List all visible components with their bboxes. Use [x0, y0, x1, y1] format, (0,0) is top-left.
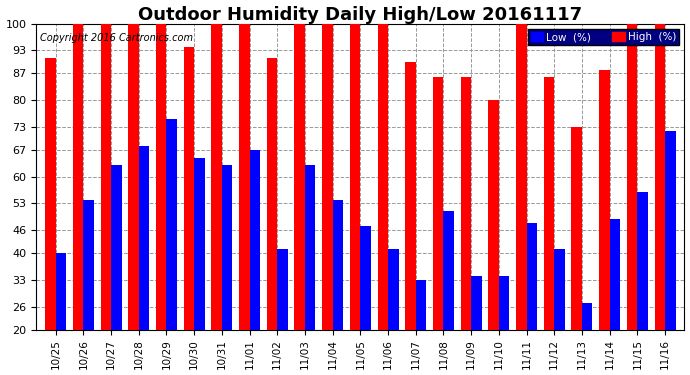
- Bar: [471, 276, 482, 375]
- Bar: [461, 77, 471, 375]
- Bar: [582, 303, 593, 375]
- Bar: [571, 127, 582, 375]
- Bar: [239, 24, 250, 375]
- Bar: [128, 24, 139, 375]
- Bar: [610, 219, 620, 375]
- Bar: [360, 226, 371, 375]
- Bar: [166, 119, 177, 375]
- Bar: [665, 131, 676, 375]
- Bar: [516, 24, 526, 375]
- Bar: [333, 200, 343, 375]
- Bar: [222, 165, 233, 375]
- Bar: [554, 249, 565, 375]
- Bar: [627, 24, 638, 375]
- Bar: [211, 24, 222, 375]
- Bar: [433, 77, 444, 375]
- Bar: [499, 276, 509, 375]
- Bar: [655, 24, 665, 375]
- Bar: [156, 24, 166, 375]
- Bar: [377, 24, 388, 375]
- Bar: [322, 24, 333, 375]
- Bar: [111, 165, 121, 375]
- Title: Outdoor Humidity Daily High/Low 20161117: Outdoor Humidity Daily High/Low 20161117: [138, 6, 582, 24]
- Bar: [405, 62, 416, 375]
- Bar: [250, 150, 260, 375]
- Bar: [139, 146, 149, 375]
- Bar: [194, 158, 205, 375]
- Bar: [416, 280, 426, 375]
- Bar: [277, 249, 288, 375]
- Bar: [350, 24, 360, 375]
- Bar: [267, 58, 277, 375]
- Text: Copyright 2016 Cartronics.com: Copyright 2016 Cartronics.com: [39, 33, 193, 43]
- Bar: [544, 77, 554, 375]
- Bar: [83, 200, 94, 375]
- Bar: [388, 249, 399, 375]
- Bar: [526, 223, 537, 375]
- Bar: [101, 24, 111, 375]
- Bar: [73, 24, 83, 375]
- Bar: [638, 192, 648, 375]
- Bar: [599, 70, 610, 375]
- Bar: [305, 165, 315, 375]
- Bar: [444, 211, 454, 375]
- Bar: [56, 253, 66, 375]
- Bar: [184, 46, 194, 375]
- Bar: [489, 100, 499, 375]
- Bar: [45, 58, 56, 375]
- Legend: Low  (%), High  (%): Low (%), High (%): [528, 29, 679, 45]
- Bar: [295, 24, 305, 375]
